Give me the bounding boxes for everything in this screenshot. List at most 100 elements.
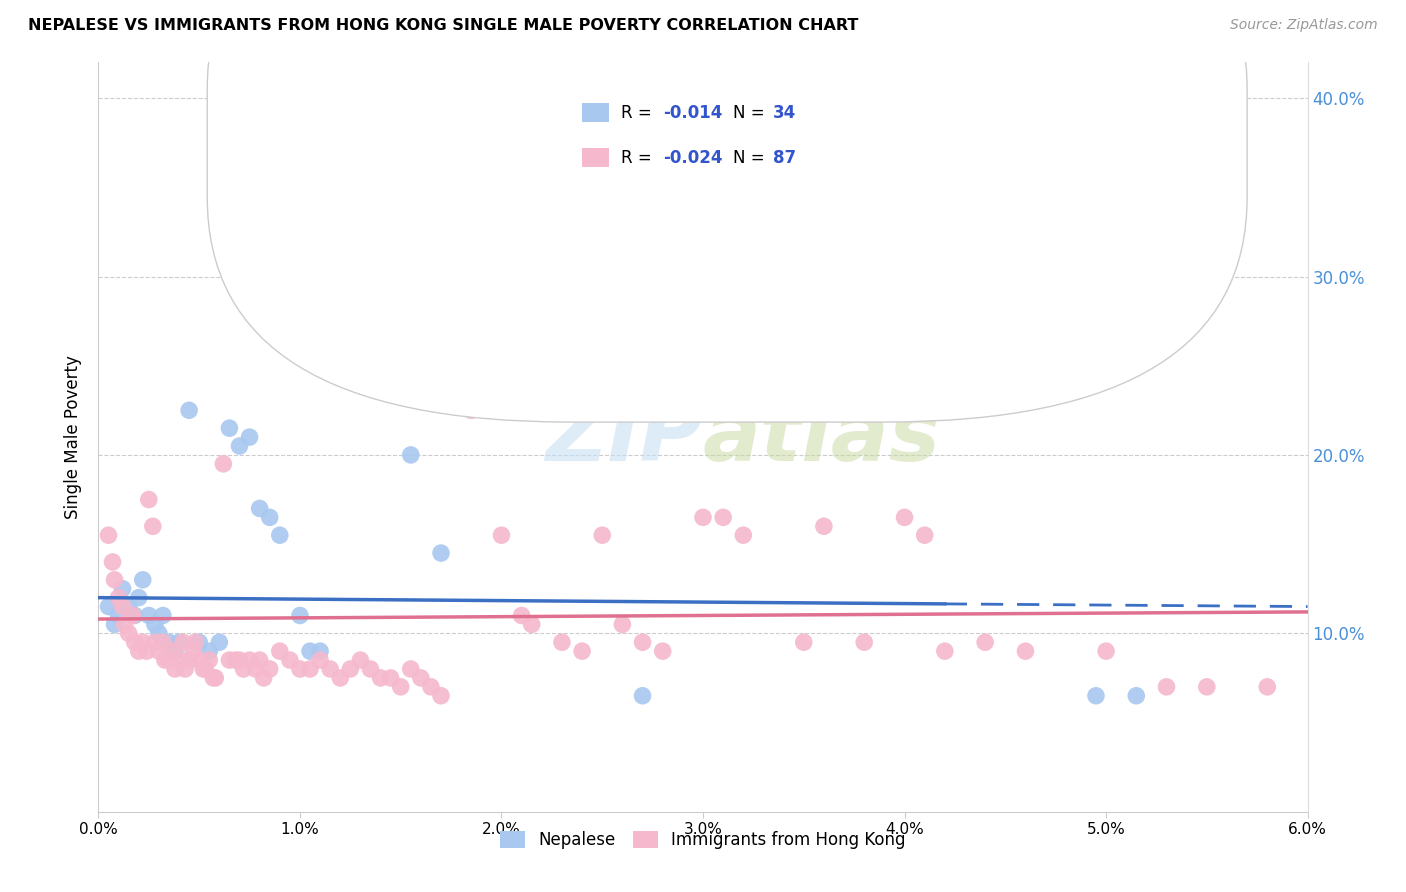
Text: R =: R = bbox=[621, 103, 657, 121]
Text: -0.024: -0.024 bbox=[664, 149, 723, 167]
Point bbox=[612, 617, 634, 632]
Point bbox=[163, 644, 186, 658]
Point bbox=[1156, 680, 1178, 694]
Point bbox=[167, 653, 190, 667]
Point bbox=[118, 626, 141, 640]
Point bbox=[128, 644, 150, 658]
Point bbox=[193, 662, 215, 676]
Point bbox=[198, 644, 221, 658]
Point bbox=[107, 591, 129, 605]
Point bbox=[218, 653, 240, 667]
Point bbox=[232, 662, 254, 676]
Point bbox=[249, 501, 271, 516]
Point bbox=[914, 528, 936, 542]
Point bbox=[399, 448, 422, 462]
Bar bbox=[582, 147, 609, 168]
Point bbox=[733, 528, 755, 542]
Point bbox=[148, 644, 170, 658]
Point bbox=[188, 653, 211, 667]
Point bbox=[132, 573, 155, 587]
Point bbox=[491, 528, 513, 542]
Text: R =: R = bbox=[621, 149, 657, 167]
Point bbox=[692, 510, 714, 524]
Text: NEPALESE VS IMMIGRANTS FROM HONG KONG SINGLE MALE POVERTY CORRELATION CHART: NEPALESE VS IMMIGRANTS FROM HONG KONG SI… bbox=[28, 18, 859, 33]
Point bbox=[198, 653, 221, 667]
Point bbox=[204, 671, 226, 685]
Point bbox=[128, 591, 150, 605]
Point bbox=[1256, 680, 1278, 694]
Point bbox=[228, 439, 250, 453]
Point bbox=[309, 644, 332, 658]
Point bbox=[188, 635, 211, 649]
Point bbox=[288, 608, 311, 623]
Point bbox=[399, 662, 422, 676]
Point bbox=[360, 662, 382, 676]
Point bbox=[349, 162, 371, 177]
Point bbox=[349, 653, 371, 667]
Text: N =: N = bbox=[734, 103, 770, 121]
Point bbox=[571, 644, 593, 658]
Point bbox=[167, 635, 190, 649]
Point bbox=[111, 599, 134, 614]
Point bbox=[218, 421, 240, 435]
Point bbox=[460, 403, 482, 417]
Point bbox=[299, 662, 322, 676]
Point bbox=[153, 653, 176, 667]
Point bbox=[114, 617, 136, 632]
Point bbox=[253, 671, 276, 685]
Point bbox=[1085, 689, 1108, 703]
Point bbox=[1125, 689, 1147, 703]
Point bbox=[269, 644, 291, 658]
Text: -0.014: -0.014 bbox=[664, 103, 723, 121]
Point bbox=[224, 653, 246, 667]
Point bbox=[430, 546, 453, 560]
Point bbox=[711, 510, 734, 524]
Point bbox=[179, 653, 201, 667]
Point bbox=[389, 680, 412, 694]
Point bbox=[143, 617, 166, 632]
Point bbox=[934, 644, 956, 658]
Point bbox=[520, 617, 543, 632]
Point bbox=[1054, 332, 1077, 346]
Point bbox=[148, 626, 170, 640]
Point bbox=[118, 599, 141, 614]
Point bbox=[162, 644, 184, 658]
Point bbox=[329, 671, 352, 685]
Point bbox=[278, 653, 301, 667]
Point bbox=[853, 635, 876, 649]
Point bbox=[124, 635, 146, 649]
Point bbox=[1095, 644, 1118, 658]
Point bbox=[97, 599, 120, 614]
Point bbox=[631, 689, 654, 703]
Point bbox=[124, 608, 146, 623]
Point bbox=[121, 608, 143, 623]
Point bbox=[172, 635, 194, 649]
Point bbox=[380, 671, 402, 685]
Point bbox=[228, 653, 250, 667]
Text: 34: 34 bbox=[773, 103, 796, 121]
Point bbox=[194, 662, 217, 676]
Point bbox=[179, 403, 201, 417]
Point bbox=[157, 635, 180, 649]
Point bbox=[239, 430, 262, 444]
Point bbox=[269, 528, 291, 542]
Point bbox=[107, 608, 129, 623]
Point bbox=[510, 608, 533, 623]
FancyBboxPatch shape bbox=[207, 0, 1247, 422]
Point bbox=[288, 662, 311, 676]
Text: atlas: atlas bbox=[703, 395, 941, 479]
Point bbox=[813, 519, 835, 533]
Point bbox=[249, 653, 271, 667]
Point bbox=[259, 662, 281, 676]
Point bbox=[135, 644, 157, 658]
Text: 87: 87 bbox=[773, 149, 796, 167]
Point bbox=[551, 635, 574, 649]
Point bbox=[631, 635, 654, 649]
Point bbox=[138, 492, 160, 507]
Point bbox=[181, 644, 204, 658]
Point bbox=[239, 653, 262, 667]
Point bbox=[97, 528, 120, 542]
Point bbox=[420, 680, 443, 694]
Point bbox=[103, 617, 125, 632]
Y-axis label: Single Male Poverty: Single Male Poverty bbox=[65, 355, 83, 519]
